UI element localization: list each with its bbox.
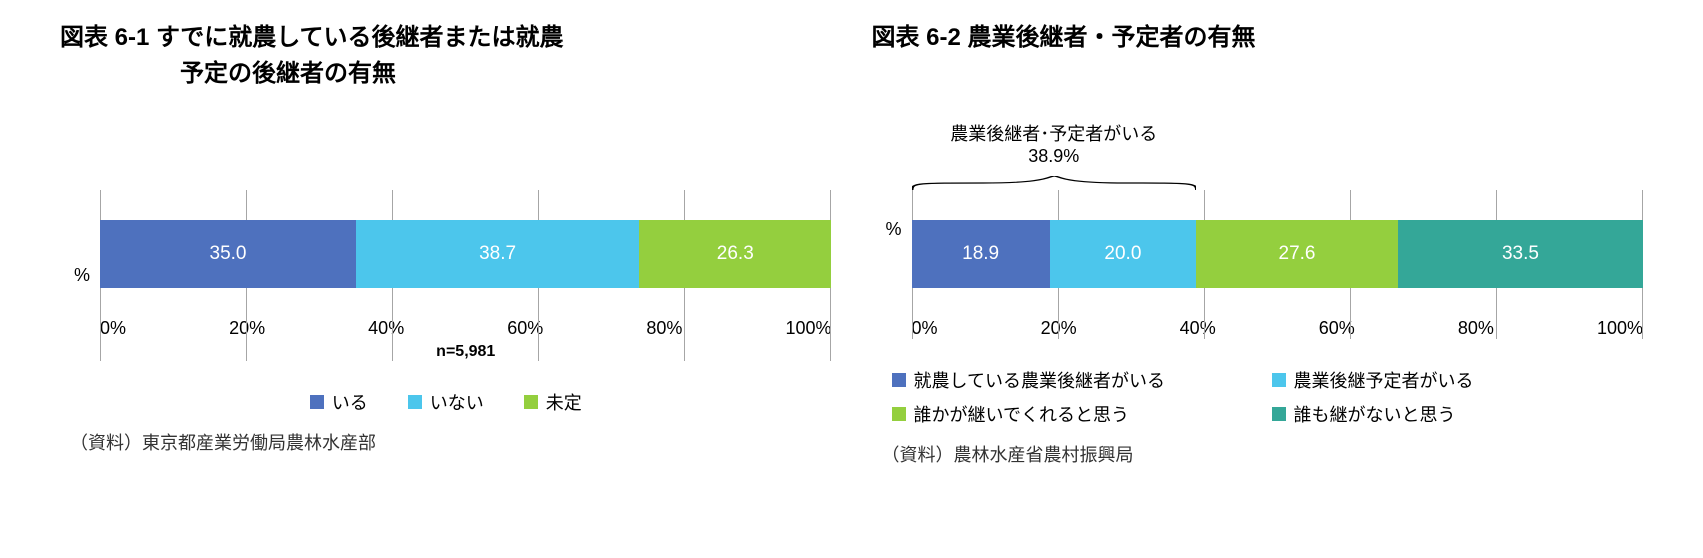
annotation-label: 農業後継者･予定者がいる38.9% bbox=[912, 120, 1197, 167]
annotation-6-2: 農業後継者･予定者がいる38.9% bbox=[912, 120, 1644, 190]
legend-item-0: 就農している農業後継者がいる bbox=[892, 367, 1232, 393]
legend-6-2: 就農している農業後継者がいる 農業後継予定者がいる誰かが継いでくれると思う 誰も継が… bbox=[872, 367, 1644, 427]
legend-label: 未定 bbox=[546, 389, 582, 415]
legend-item-0: いる bbox=[310, 389, 368, 415]
chart-panel-6-2: 図表 6-2 農業後継者・予定者の有無 % 農業後継者･予定者がいる38.9% … bbox=[872, 20, 1644, 538]
title-line-2: 予定の後継者の有無 bbox=[60, 56, 832, 92]
bar-segment-2: 27.6 bbox=[1196, 220, 1398, 288]
legend-item-2: 未定 bbox=[524, 389, 582, 415]
legend-swatch bbox=[408, 395, 422, 409]
legend-label: いない bbox=[430, 389, 484, 415]
y-axis-label: % bbox=[60, 265, 90, 286]
legend-swatch bbox=[892, 407, 906, 421]
bar-segment-0: 18.9 bbox=[912, 220, 1050, 288]
chart-panel-6-1: 図表 6-1 すでに就農している後継者または就農 予定の後継者の有無 % 35.… bbox=[60, 20, 832, 538]
chart-area-6-2: % 農業後継者･予定者がいる38.9% 18.920.027.633.5 0%2… bbox=[872, 120, 1644, 339]
legend-swatch bbox=[524, 395, 538, 409]
bar-segment-2: 26.3 bbox=[639, 220, 831, 288]
legend-label: 誰かが継いでくれると思う bbox=[914, 401, 1129, 427]
plot-6-2: 農業後継者･予定者がいる38.9% 18.920.027.633.5 0%20%… bbox=[912, 120, 1644, 339]
y-axis-label: % bbox=[872, 219, 902, 240]
legend-label: 農業後継予定者がいる bbox=[1294, 367, 1474, 393]
legend-label: 誰も継がないと思う bbox=[1294, 401, 1456, 427]
legend-swatch bbox=[1272, 373, 1286, 387]
legend-label: いる bbox=[332, 389, 368, 415]
title-line-1: 図表 6-2 農業後継者・予定者の有無 bbox=[872, 20, 1644, 56]
chart-title-6-2: 図表 6-2 農業後継者・予定者の有無 bbox=[872, 20, 1644, 100]
chart-title-6-1: 図表 6-1 すでに就農している後継者または就農 予定の後継者の有無 bbox=[60, 20, 832, 100]
legend-item-2: 誰かが継いでくれると思う bbox=[892, 401, 1232, 427]
chart-area-6-1: % 35.038.726.3 0%20%40%60%80%100% n=5,98… bbox=[60, 190, 832, 361]
curly-brace-icon bbox=[912, 176, 1197, 190]
title-line-1: 図表 6-1 すでに就農している後継者または就農 bbox=[60, 20, 832, 56]
legend-item-1: いない bbox=[408, 389, 484, 415]
bar-segment-3: 33.5 bbox=[1398, 220, 1643, 288]
legend-swatch bbox=[1272, 407, 1286, 421]
legend-6-1: いる いない 未定 bbox=[60, 389, 832, 415]
legend-item-1: 農業後継予定者がいる bbox=[1272, 367, 1612, 393]
bar-segment-1: 38.7 bbox=[356, 220, 639, 288]
bar-segment-0: 35.0 bbox=[100, 220, 356, 288]
source-6-2: （資料）農林水産省農村振興局 bbox=[872, 441, 1644, 467]
bar-segment-1: 20.0 bbox=[1050, 220, 1196, 288]
source-6-1: （資料）東京都産業労働局農林水産部 bbox=[60, 429, 832, 455]
stacked-bar-6-1: 35.038.726.3 bbox=[100, 220, 832, 288]
legend-item-3: 誰も継がないと思う bbox=[1272, 401, 1612, 427]
annotation-spacer bbox=[60, 120, 832, 190]
legend-label: 就農している農業後継者がいる bbox=[914, 367, 1165, 393]
legend-swatch bbox=[892, 373, 906, 387]
plot-6-1: 35.038.726.3 0%20%40%60%80%100% n=5,981 bbox=[100, 190, 832, 361]
legend-swatch bbox=[310, 395, 324, 409]
stacked-bar-6-2: 18.920.027.633.5 bbox=[912, 220, 1644, 288]
